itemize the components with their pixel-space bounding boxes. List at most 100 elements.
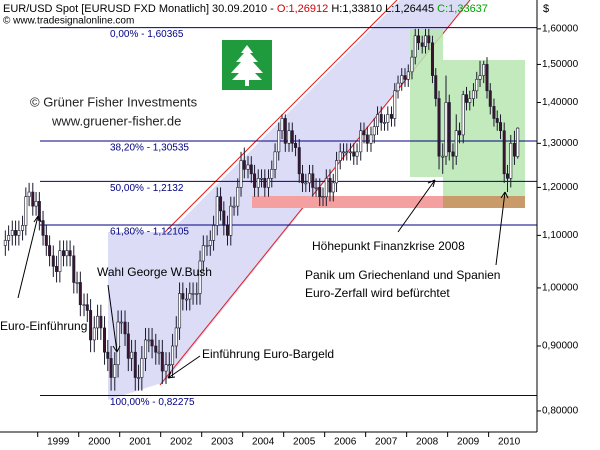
candle-body — [201, 245, 205, 262]
x-tick-label: 2010 — [498, 437, 521, 448]
header-high: H:1,33810 — [331, 3, 382, 15]
x-tick-label: 2000 — [88, 437, 111, 448]
candle-body — [219, 196, 223, 212]
candle-body — [10, 230, 14, 236]
candle-body — [44, 235, 48, 246]
candle-body — [499, 122, 503, 132]
candle-body — [242, 160, 246, 170]
x-tick-label: 2005 — [293, 437, 316, 448]
candle-body — [355, 151, 359, 157]
candle-body — [171, 345, 175, 365]
candle-body — [75, 282, 79, 284]
arrow — [17, 215, 42, 299]
arrow — [167, 355, 201, 379]
fib-levels: 0,00% - 1,60365 38,20% - 1,30535 50,00% - … — [40, 27, 537, 408]
candle-body — [304, 182, 308, 185]
y-tick-label: 0,90000 — [542, 341, 579, 352]
candle-body — [68, 250, 72, 257]
candle-body — [447, 102, 451, 153]
fib-label: 50,00% - 1,2132 — [110, 183, 184, 194]
arrow — [495, 191, 509, 266]
candle-body — [137, 377, 141, 379]
candle-body — [386, 114, 390, 123]
candle-body — [342, 151, 346, 154]
x-tick-label: 2006 — [334, 437, 357, 448]
candle-body — [290, 130, 294, 144]
candle-body — [441, 155, 445, 158]
y-tick-label: 0,80000 — [542, 406, 579, 417]
candle-body — [328, 178, 332, 193]
candle-body — [212, 225, 216, 241]
candle-body — [393, 90, 397, 119]
candle-body — [512, 143, 516, 157]
y-tick-label: 1,40000 — [542, 97, 579, 108]
candle-body — [116, 321, 120, 365]
y-tick-label: 1,00000 — [542, 283, 579, 294]
candle-body — [123, 321, 127, 335]
annotation: Einführung Euro-Bargeld — [202, 347, 334, 361]
candle-body — [389, 114, 393, 119]
candle-body — [89, 310, 93, 341]
candle-body — [236, 187, 240, 207]
y-tick-label: 1,60000 — [542, 23, 579, 34]
y-tick-label: 1,10000 — [542, 230, 579, 241]
candle-body — [7, 235, 11, 241]
candle-body — [164, 364, 168, 372]
candle-body — [434, 75, 438, 99]
axes: 0,80000 0,90000 1,00000 1,10000 1,20000 1,300… — [0, 0, 579, 448]
candle-body — [147, 339, 151, 342]
candle-body — [488, 90, 492, 107]
annotation: Wahl George W.Bush — [97, 265, 212, 279]
header-close: C:1,33637 — [437, 3, 488, 15]
arrow — [397, 179, 436, 233]
candle-body — [174, 327, 178, 347]
candle-body — [34, 201, 38, 207]
fib-label: 61,80% - 1,12105 — [110, 227, 189, 238]
y-tick-label: 1,30000 — [542, 138, 579, 149]
candle-body — [41, 220, 45, 236]
candle-body — [133, 351, 137, 378]
candle-body — [65, 250, 69, 257]
candle-body — [413, 35, 417, 58]
candle-body — [311, 173, 315, 188]
candle-body — [338, 151, 342, 161]
candle-body — [294, 143, 298, 148]
candle-body — [403, 75, 407, 80]
candle-body — [270, 169, 274, 179]
candle-body — [226, 225, 230, 236]
candle-body — [417, 35, 421, 44]
candle-body — [37, 201, 41, 221]
candle-body — [372, 126, 376, 136]
x-tick-label: 2002 — [170, 437, 193, 448]
fib-label: 100,00% - 0,82275 — [110, 397, 195, 408]
candle-body — [188, 293, 192, 300]
candle-body — [335, 160, 339, 184]
candle-body — [410, 56, 414, 73]
candle-body — [215, 196, 219, 226]
currency: $ — [543, 3, 549, 15]
candle-body — [458, 130, 462, 136]
candle-body — [92, 327, 96, 341]
candle-body — [150, 339, 154, 347]
candle-body — [85, 304, 89, 311]
logo-tree — [231, 45, 263, 86]
annotation: Höhepunkt Finanzkrise 2008 — [312, 239, 465, 253]
candle-body — [21, 225, 25, 231]
candle-body — [31, 191, 35, 207]
candle-body — [362, 130, 366, 136]
candle-body — [307, 173, 311, 184]
candle-body — [55, 266, 59, 272]
support-zone-overlap — [443, 196, 525, 208]
candle-body — [516, 127, 520, 157]
arrow — [107, 284, 121, 353]
candle-body — [424, 35, 427, 47]
x-tick-label: 2008 — [416, 437, 439, 448]
candle-body — [263, 178, 267, 188]
candle-body — [505, 173, 509, 179]
candle-body — [3, 240, 7, 246]
candle-body — [82, 304, 86, 307]
channel-upper-line — [164, 0, 398, 233]
candle-body — [58, 250, 62, 272]
candle-body — [348, 151, 352, 154]
candle-body — [126, 333, 130, 359]
